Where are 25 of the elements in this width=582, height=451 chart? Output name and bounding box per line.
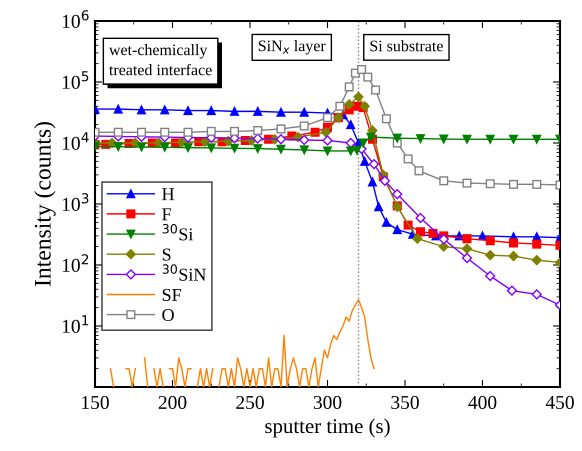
annotation: wet-chemically treated interface: [108, 44, 212, 76]
y-tick-label: 10$^{3}$: [62, 193, 88, 211]
x-tick-label: 250: [236, 396, 264, 410]
legend-label: F: [162, 208, 171, 220]
y-tick-label: 10$^{6}$: [62, 10, 89, 28]
y-tick-label: 10$^{5}$: [62, 71, 88, 89]
y-tick-label: 10$^{2}$: [62, 254, 88, 272]
x-axis-title: sputter time (s): [265, 418, 390, 438]
legend-label: $^{30}$SiN: [162, 264, 206, 281]
legend-label: S: [162, 248, 170, 261]
legend-label: SF: [162, 288, 181, 302]
x-tick-label: 450: [546, 396, 574, 410]
x-tick-label: 300: [314, 396, 342, 410]
x-tick-label: 150: [82, 396, 109, 410]
x-tick-label: 350: [391, 396, 419, 410]
legend-label: O: [162, 308, 174, 322]
legend-label: $^{30}$Si: [162, 224, 194, 240]
annotation: Si substrate: [370, 40, 443, 52]
annotation: SiN$_{x}$ layer: [258, 40, 326, 55]
y-axis-title: Intensity (counts): [34, 122, 56, 286]
y-tick-label: 10$^{1}$: [62, 315, 88, 333]
y-tick-label: 10$^{4}$: [62, 132, 89, 150]
x-tick-label: 400: [468, 396, 496, 410]
legend-label: H: [162, 188, 174, 200]
x-tick-label: 200: [158, 396, 186, 410]
